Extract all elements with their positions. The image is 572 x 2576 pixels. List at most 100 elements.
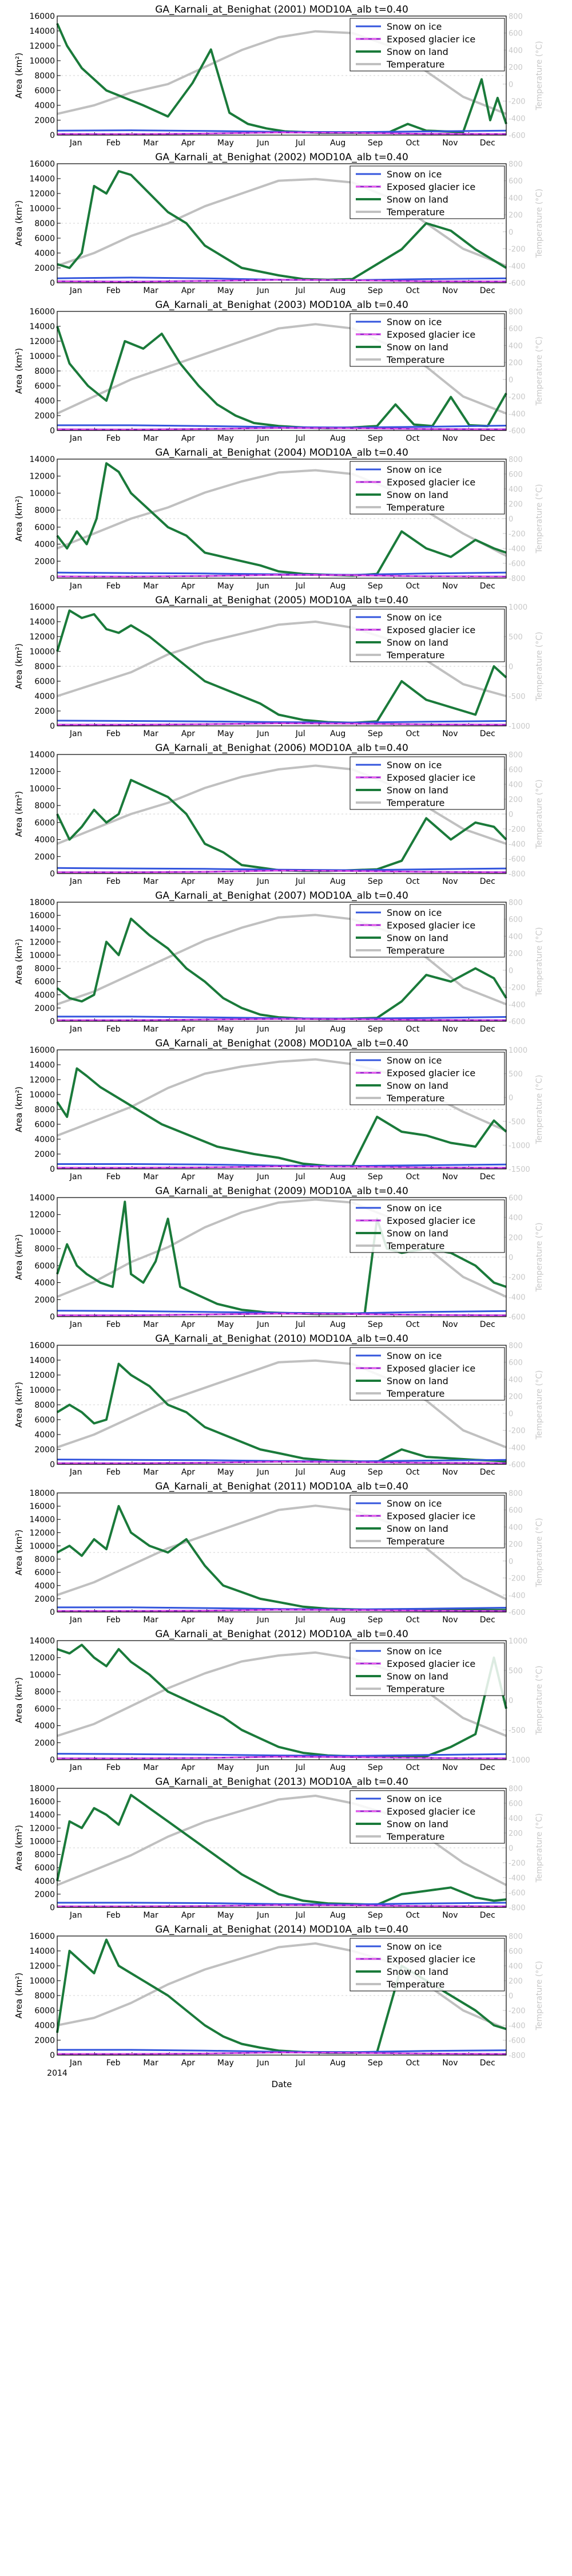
y-tick-label: 14000 <box>29 1515 55 1524</box>
series-line-snow-on-ice <box>57 1902 507 1906</box>
y2-tick-label: 0 <box>509 1844 513 1853</box>
y-tick-label: 14000 <box>29 618 55 627</box>
x-tick-label: Mar <box>143 434 158 443</box>
legend-label: Temperature <box>386 650 444 661</box>
legend-label: Snow on ice <box>387 1350 442 1361</box>
chart-panel-8: GA_Karnali_at_Benighat (2008) MOD10A_alb… <box>14 1038 544 1182</box>
legend-label: Exposed glacier ice <box>387 329 475 340</box>
y2-tick-label: -800 <box>509 575 526 583</box>
series-line-snow-on-land <box>56 462 507 577</box>
x-tick-label: Nov <box>442 139 458 148</box>
y2-tick-label: 600 <box>509 916 523 924</box>
plot-frame <box>57 754 507 874</box>
y2-tick-label: 800 <box>509 1490 523 1498</box>
x-tick-label: Aug <box>330 1025 345 1034</box>
y-tick-label: 6000 <box>34 677 55 686</box>
x-tick-label: Aug <box>330 2059 345 2068</box>
x-tick-label: Oct <box>406 1615 420 1625</box>
y-tick-label: 0 <box>50 1903 55 1913</box>
legend-label: Exposed glacier ice <box>387 1658 475 1669</box>
x-tick-label: Sep <box>368 139 383 148</box>
series-line-exposed-glacier-ice-dash <box>57 1461 507 1464</box>
y-tick-label: 6000 <box>34 1262 55 1271</box>
y2-tick-label: 400 <box>509 194 523 203</box>
y2-tick-label: 400 <box>509 933 523 941</box>
x-tick-label: Mar <box>143 1025 158 1034</box>
y-tick-label: 12000 <box>29 472 55 481</box>
x-tick-label: May <box>217 729 234 738</box>
y-axis-label: Area (km²) <box>14 1973 24 2018</box>
y2-tick-label: 0 <box>509 376 513 385</box>
x-tick-label: Feb <box>106 2059 121 2068</box>
x-tick-label: Nov <box>442 1468 458 1477</box>
y2-axis-label: Temperature (°C) <box>535 337 544 406</box>
x-tick-label: Jan <box>69 2059 82 2068</box>
x-tick-label: Sep <box>368 286 383 295</box>
y2-tick-label: -800 <box>509 1904 526 1913</box>
legend-label: Snow on ice <box>387 1055 442 1066</box>
y-tick-label: 12000 <box>29 337 55 346</box>
y2-tick-label: -1000 <box>509 722 530 731</box>
y-tick-label: 6000 <box>34 382 55 391</box>
x-tick-label: Sep <box>368 877 383 886</box>
legend-label: Snow on land <box>387 46 448 57</box>
legend-label: Temperature <box>386 59 444 70</box>
x-tick-label: Jun <box>256 286 269 295</box>
y2-tick-label: 600 <box>509 30 523 38</box>
legend-label: Temperature <box>386 354 444 365</box>
y-tick-label: 4000 <box>34 1877 55 1886</box>
y2-tick-label: -600 <box>509 2037 526 2045</box>
x-tick-label: Apr <box>181 1320 195 1329</box>
series-line-snow-on-land <box>56 1362 507 1464</box>
y2-tick-label: -200 <box>509 825 526 834</box>
y2-tick-label: 600 <box>509 177 523 186</box>
chart-panel-10: GA_Karnali_at_Benighat (2010) MOD10A_alb… <box>14 1333 544 1477</box>
y-axis-label: Area (km²) <box>14 1530 24 1575</box>
x-tick-label: Jan <box>69 582 82 591</box>
y2-tick-label: 200 <box>509 1234 523 1242</box>
x-tick-label: Apr <box>181 1911 195 1920</box>
chart-title: GA_Karnali_at_Benighat (2005) MOD10A_alb… <box>155 595 408 606</box>
y2-axis-label: Temperature (°C) <box>535 1666 544 1736</box>
legend-label: Snow on land <box>387 1671 448 1682</box>
y2-axis-label: Temperature (°C) <box>535 484 544 554</box>
x-tick-label: May <box>217 1172 234 1182</box>
x-tick-label: Jun <box>256 139 269 148</box>
y-tick-label: 0 <box>50 279 55 288</box>
y2-tick-label: 800 <box>509 160 523 169</box>
y-tick-label: 8000 <box>34 801 55 811</box>
x-tick-label: Apr <box>181 582 195 591</box>
series-line-exposed-glacier-ice-dash <box>57 722 507 725</box>
y-axis-label: Area (km²) <box>14 1677 24 1723</box>
y-tick-label: 2000 <box>34 1150 55 1159</box>
y-tick-label: 12000 <box>29 189 55 199</box>
x-tick-label: Jan <box>69 877 82 886</box>
plot-frame <box>57 606 507 726</box>
y2-tick-label: 800 <box>509 1933 523 1941</box>
chart-panel-7: GA_Karnali_at_Benighat (2007) MOD10A_alb… <box>14 890 544 1034</box>
y-tick-label: 6000 <box>34 1120 55 1129</box>
y-tick-label: 0 <box>50 1017 55 1026</box>
x-tick-label: Dec <box>480 1172 495 1182</box>
y-axis-label: Area (km²) <box>14 1382 24 1428</box>
x-tick-label: Feb <box>106 729 121 738</box>
chart-title: GA_Karnali_at_Benighat (2014) MOD10A_alb… <box>155 1924 408 1935</box>
y2-tick-label: 200 <box>509 211 523 220</box>
x-tick-label: Sep <box>368 1025 383 1034</box>
x-tick-label: Jun <box>256 582 269 591</box>
chart-title: GA_Karnali_at_Benighat (2007) MOD10A_alb… <box>155 890 408 902</box>
legend-label: Snow on land <box>387 933 448 943</box>
x-tick-label: Mar <box>143 582 158 591</box>
y-tick-label: 12000 <box>29 1076 55 1085</box>
x-tick-label: Jun <box>256 1763 269 1772</box>
y2-tick-label: 800 <box>509 308 523 317</box>
y-tick-label: 4000 <box>34 836 55 845</box>
x-tick-label: Feb <box>106 582 121 591</box>
series-line-snow-on-land <box>56 326 507 430</box>
x-tick-label: Nov <box>442 1172 458 1182</box>
y-tick-label: 14000 <box>29 1811 55 1820</box>
plot-frame <box>57 1492 507 1613</box>
plot-frame <box>57 163 507 283</box>
y2-tick-label: 600 <box>509 1194 523 1203</box>
y2-tick-label: -600 <box>509 1018 526 1026</box>
